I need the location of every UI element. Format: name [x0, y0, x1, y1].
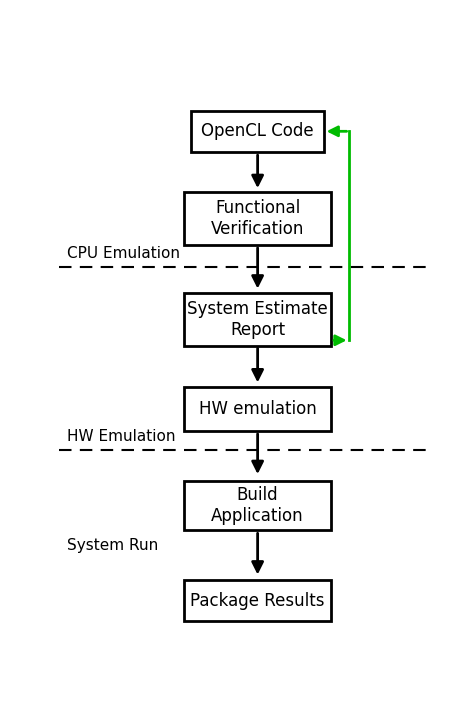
Text: Build
Application: Build Application	[211, 486, 304, 525]
Text: OpenCL Code: OpenCL Code	[201, 123, 314, 141]
Text: System Estimate
Report: System Estimate Report	[187, 300, 328, 339]
FancyBboxPatch shape	[184, 580, 331, 622]
Text: HW Emulation: HW Emulation	[66, 429, 175, 444]
FancyBboxPatch shape	[184, 387, 331, 431]
FancyBboxPatch shape	[191, 110, 324, 152]
FancyBboxPatch shape	[184, 192, 331, 244]
Text: HW emulation: HW emulation	[199, 400, 317, 418]
Text: System Run: System Run	[66, 538, 158, 553]
Text: Package Results: Package Results	[191, 592, 325, 609]
FancyBboxPatch shape	[184, 481, 331, 531]
Text: CPU Emulation: CPU Emulation	[66, 245, 180, 260]
Text: Functional
Verification: Functional Verification	[211, 199, 304, 238]
FancyBboxPatch shape	[184, 293, 331, 346]
